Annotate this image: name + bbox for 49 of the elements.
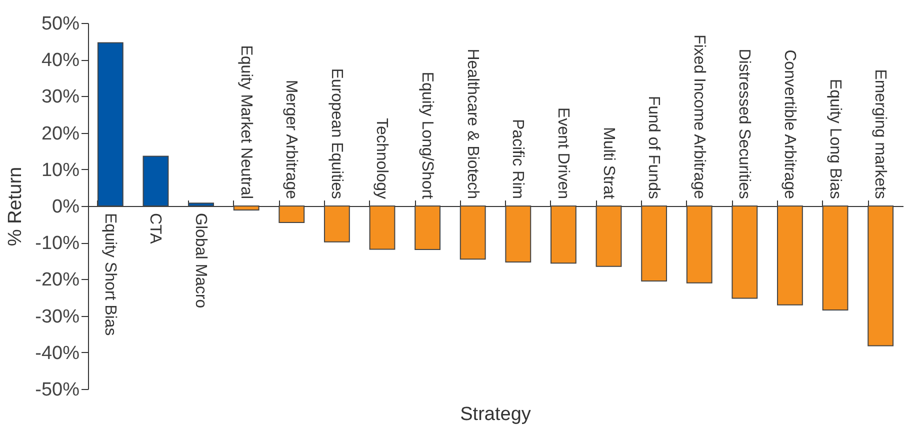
bar xyxy=(142,156,169,206)
bar xyxy=(686,206,712,284)
bar xyxy=(868,206,894,346)
bar xyxy=(97,42,124,206)
y-axis-title: % Return xyxy=(5,166,26,246)
y-tick-label: -20% xyxy=(35,270,80,291)
y-tick-label: 0% xyxy=(52,196,80,218)
bar xyxy=(641,206,668,282)
x-tick-label: Global Macro xyxy=(192,213,210,308)
x-tick-label: Emerging markets xyxy=(872,69,889,199)
bar xyxy=(414,206,441,250)
bar xyxy=(777,206,803,306)
bar xyxy=(278,206,305,223)
bar xyxy=(369,206,396,250)
y-tick-label: -10% xyxy=(35,233,80,254)
x-tick-label: Distressed Securities xyxy=(736,48,753,199)
y-tick-label: 20% xyxy=(41,123,80,144)
bar xyxy=(505,206,532,262)
bar xyxy=(596,206,622,267)
x-tick-label: Pacific Rim xyxy=(509,118,526,199)
bar xyxy=(732,206,758,299)
y-tick-label: -50% xyxy=(35,380,80,400)
x-tick-label: Convertible Arbitrage xyxy=(780,50,798,200)
bar xyxy=(188,202,214,206)
x-tick-label: European Equities xyxy=(328,68,345,199)
x-tick-label: Fund of Funds xyxy=(645,96,662,199)
y-tick-label: -30% xyxy=(35,306,80,328)
x-tick-label: Equity Market Neutral xyxy=(237,45,254,199)
x-tick-label: CTA xyxy=(146,213,164,244)
bar xyxy=(460,206,486,260)
bar xyxy=(822,206,848,310)
bar xyxy=(550,206,576,264)
x-tick-label: Equity Long/Short xyxy=(418,72,436,200)
bar xyxy=(233,206,260,211)
y-tick-label: -40% xyxy=(35,342,80,364)
x-tick-label: Fixed Income Arbitrage xyxy=(690,34,708,200)
y-tick-label: 30% xyxy=(41,86,80,108)
x-axis-title: Strategy xyxy=(460,404,532,425)
x-tick-label: Merger Arbitrage xyxy=(282,80,300,200)
y-tick-label: 40% xyxy=(41,50,80,72)
x-tick-label: Healthcare & Biotech xyxy=(464,48,481,199)
y-tick-label: 50% xyxy=(41,14,80,34)
x-tick-label: Event Driven xyxy=(554,107,572,199)
x-tick-label: Equity Short Bias xyxy=(101,213,118,336)
x-tick-label: Equity Long Bias xyxy=(826,78,844,199)
x-tick-label: Multi Strat xyxy=(600,126,617,200)
x-tick-label: Technology xyxy=(373,118,390,199)
bar xyxy=(324,206,350,242)
y-tick-label: 10% xyxy=(41,160,80,181)
